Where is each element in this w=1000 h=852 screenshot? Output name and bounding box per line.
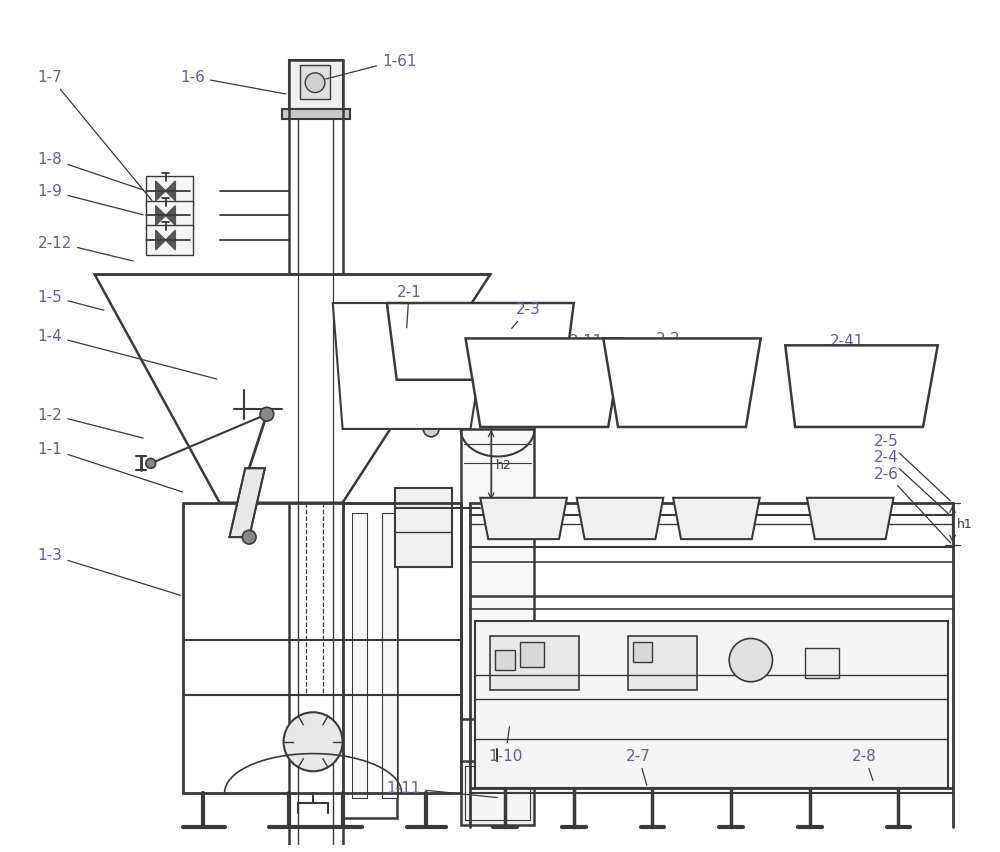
Text: 1-4: 1-4 [38, 329, 217, 380]
Polygon shape [603, 339, 761, 428]
Circle shape [146, 459, 156, 469]
Bar [352, 513, 367, 798]
Bar [475, 621, 948, 788]
Text: 1-8: 1-8 [38, 152, 143, 191]
Bar [465, 767, 530, 820]
Text: 2-3: 2-3 [512, 302, 541, 329]
Polygon shape [466, 339, 623, 428]
Text: 2-7: 2-7 [626, 748, 651, 786]
Bar [520, 642, 544, 667]
Bar [633, 642, 652, 662]
Text: 2-5: 2-5 [874, 434, 950, 501]
Bar [628, 636, 697, 690]
Circle shape [284, 712, 343, 771]
Polygon shape [166, 206, 175, 226]
Bar [487, 664, 515, 694]
Bar [289, 61, 343, 110]
Bar [492, 655, 510, 667]
Text: 2-13: 2-13 [542, 363, 594, 398]
Bar [461, 762, 534, 826]
Polygon shape [166, 231, 175, 250]
Text: 2-2: 2-2 [649, 331, 680, 366]
Text: 1-11: 1-11 [386, 780, 497, 797]
Polygon shape [333, 303, 490, 429]
Bar [477, 694, 536, 754]
Polygon shape [95, 275, 490, 504]
Text: 1-1: 1-1 [38, 441, 183, 492]
Bar [490, 636, 579, 690]
Text: 2-11: 2-11 [556, 333, 603, 366]
Circle shape [242, 531, 256, 544]
Circle shape [729, 639, 772, 682]
Bar [343, 504, 397, 818]
Bar [146, 201, 193, 231]
Polygon shape [156, 206, 166, 226]
Text: 1-61: 1-61 [326, 54, 416, 80]
Text: 2-41: 2-41 [830, 333, 864, 366]
Polygon shape [807, 498, 893, 539]
Polygon shape [480, 498, 567, 539]
Polygon shape [785, 346, 938, 428]
Bar [300, 66, 330, 101]
Bar [461, 429, 534, 719]
Text: 2-1: 2-1 [397, 285, 421, 328]
Text: 1-2: 1-2 [38, 407, 143, 439]
Text: 2-6: 2-6 [874, 466, 951, 544]
Text: 2-4: 2-4 [874, 450, 950, 516]
Polygon shape [166, 181, 175, 201]
Polygon shape [577, 498, 663, 539]
Text: 2-12: 2-12 [38, 235, 133, 262]
Polygon shape [156, 181, 166, 201]
Circle shape [260, 408, 274, 422]
Circle shape [423, 422, 439, 437]
Text: 1-9: 1-9 [38, 184, 143, 216]
Text: 1-10: 1-10 [488, 727, 523, 763]
Text: 1-7: 1-7 [38, 70, 152, 201]
Polygon shape [673, 498, 760, 539]
Text: 2-8: 2-8 [852, 748, 877, 780]
Bar [805, 648, 839, 678]
Bar [483, 705, 503, 729]
Polygon shape [229, 469, 265, 538]
Bar [395, 488, 452, 567]
Bar [495, 651, 515, 671]
Text: 1-5: 1-5 [38, 290, 104, 311]
Text: h1: h1 [956, 517, 972, 530]
Bar [146, 177, 193, 206]
Text: 1-3: 1-3 [38, 548, 181, 596]
Bar [282, 110, 350, 120]
Polygon shape [156, 231, 166, 250]
Bar [382, 513, 397, 798]
Text: 1-6: 1-6 [180, 70, 286, 95]
Bar [146, 226, 193, 256]
Circle shape [305, 74, 325, 94]
Polygon shape [387, 303, 574, 380]
Bar [483, 734, 508, 744]
Text: h2: h2 [496, 458, 512, 471]
